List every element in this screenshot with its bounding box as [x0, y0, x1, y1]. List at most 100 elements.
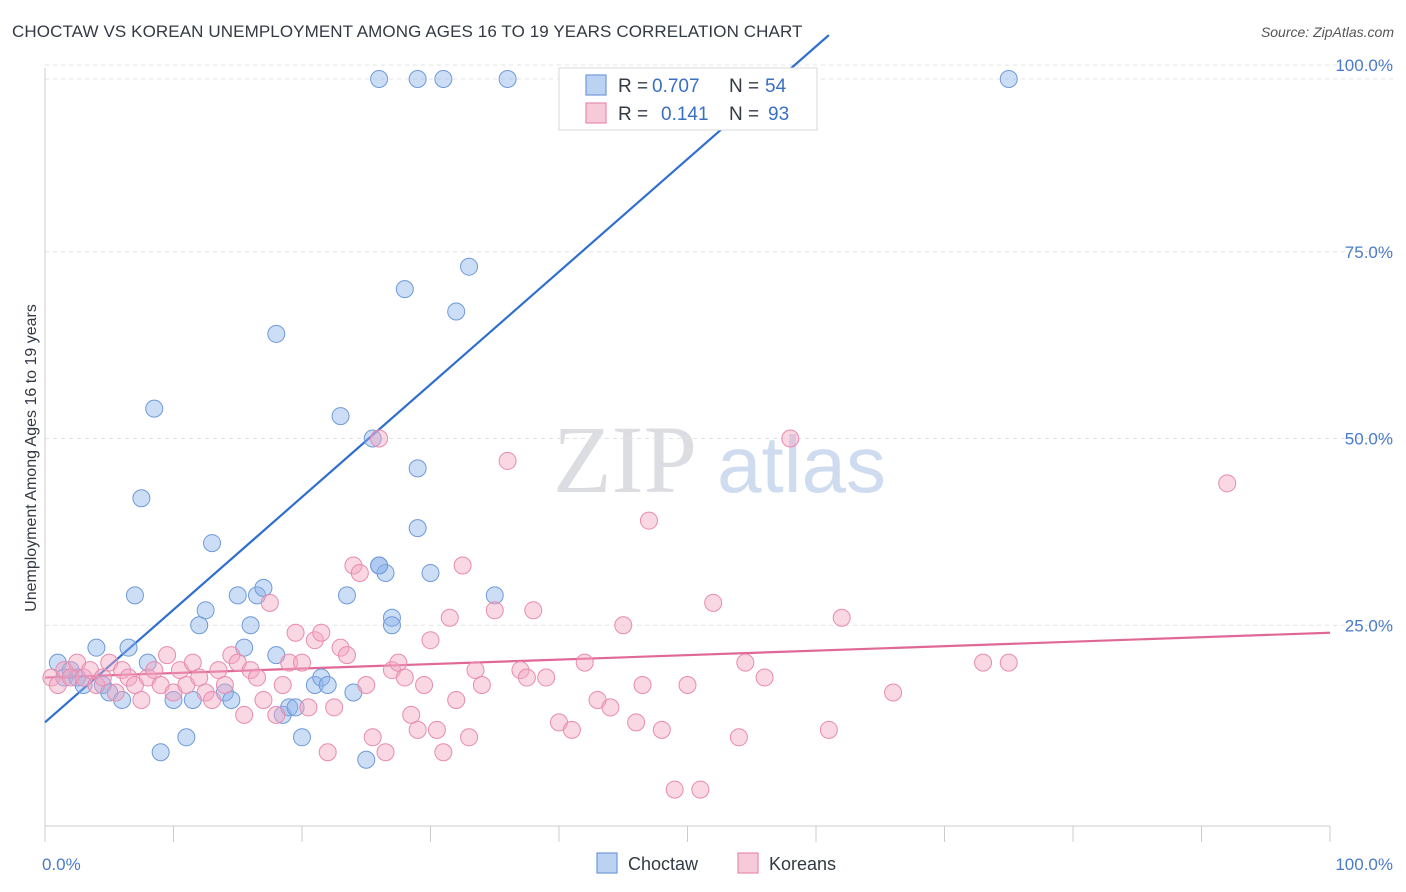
koreans-point-7 [87, 676, 106, 695]
choctaw-point-37 [331, 407, 350, 426]
choctaw-point-5 [87, 638, 106, 657]
choctaw-point-51 [370, 556, 389, 575]
koreans-point-75 [562, 720, 581, 739]
choctaw-point-38 [337, 586, 356, 605]
koreans-point-86 [691, 780, 710, 799]
y-tick-label-2: 75.0% [1345, 243, 1393, 262]
legend-n-value-choctaw: 54 [765, 76, 787, 97]
koreans-point-70 [511, 661, 530, 680]
choctaw-point-52 [382, 616, 401, 635]
koreans-point-58 [415, 676, 434, 695]
choctaw-point-14 [151, 743, 170, 762]
koreans-point-8 [93, 668, 112, 687]
koreans-point-62 [440, 608, 459, 627]
koreans-point-60 [427, 720, 446, 739]
axes [44, 68, 1331, 842]
koreans-point-96 [999, 653, 1018, 672]
koreans-point-32 [248, 668, 267, 687]
koreans-point-30 [235, 705, 254, 724]
koreans-point-35 [267, 705, 286, 724]
koreans-point-81 [633, 676, 652, 695]
grid-lines [45, 64, 1395, 626]
legend-r-value-koreans: 0.141 [661, 104, 709, 125]
bottom-legend-label-choctaw: Choctaw [628, 854, 699, 874]
koreans-point-11 [113, 661, 132, 680]
choctaw-point-11 [138, 653, 157, 672]
choctaw-point-12 [145, 399, 164, 418]
koreans-point-46 [337, 646, 356, 665]
koreans-point-68 [485, 601, 504, 620]
y-axis-label: Unemployment Among Ages 16 to 19 years [23, 304, 40, 612]
choctaw-point-58 [999, 70, 1018, 88]
koreans-point-23 [190, 668, 209, 687]
koreans-point-49 [357, 676, 376, 695]
choctaw-point-57 [498, 70, 517, 88]
choctaw-point-54 [370, 70, 389, 88]
koreans-point-24 [196, 683, 215, 702]
choctaw-point-30 [267, 324, 286, 343]
trend-lines [44, 34, 1331, 724]
choctaw-point-34 [305, 676, 324, 695]
choctaw-point-15 [164, 690, 183, 709]
koreans-point-64 [453, 556, 472, 575]
choctaw-point-27 [254, 578, 273, 597]
choctaw-point-45 [395, 280, 414, 299]
koreans-point-78 [601, 698, 620, 717]
koreans-point-44 [325, 698, 344, 717]
x-tick-label-0: 0.0% [42, 855, 81, 874]
koreans-point-82 [639, 511, 658, 530]
koreans-point-43 [318, 743, 337, 762]
choctaw-point-53 [421, 563, 440, 582]
koreans-point-34 [260, 593, 279, 612]
choctaw-point-19 [196, 601, 215, 620]
legend-box: R = 0.707 N = 54 R = 0.141 N = 93 [558, 67, 818, 131]
koreans-point-61 [434, 743, 453, 762]
koreans-point-48 [350, 563, 369, 582]
koreans-point-27 [215, 676, 234, 695]
koreans-point-84 [665, 780, 684, 799]
choctaw-point-1 [55, 668, 74, 687]
choctaw-trend-line [44, 34, 830, 724]
koreans-point-92 [819, 720, 838, 739]
choctaw-point-50 [485, 586, 504, 605]
choctaw-point-55 [408, 70, 427, 88]
y-tick-label-0: 25.0% [1345, 616, 1393, 635]
chart-title: CHOCTAW VS KOREAN UNEMPLOYMENT AMONG AGE… [12, 22, 803, 41]
choctaw-point-40 [357, 750, 376, 769]
choctaw-point-22 [222, 690, 241, 709]
choctaw-point-18 [190, 616, 209, 635]
bottom-legend-swatch-choctaw [596, 852, 618, 874]
koreans-point-14 [132, 690, 151, 709]
koreans-point-80 [627, 713, 646, 732]
koreans-point-56 [402, 705, 421, 724]
watermark-atlas: atlas [717, 420, 886, 509]
bottom-legend-label-koreans: Koreans [769, 854, 836, 874]
koreans-point-54 [389, 653, 408, 672]
koreans-point-28 [222, 646, 241, 665]
choctaw-point-36 [318, 676, 337, 695]
koreans-point-65 [460, 728, 479, 747]
koreans-point-59 [421, 631, 440, 650]
data-points [42, 70, 1237, 799]
choctaw-point-33 [293, 728, 311, 747]
choctaw-point-8 [113, 690, 132, 709]
koreans-point-95 [974, 653, 993, 672]
koreans-point-91 [781, 429, 800, 448]
choctaw-point-32 [286, 698, 305, 717]
koreans-point-57 [408, 720, 427, 739]
koreans-point-55 [395, 668, 414, 687]
choctaw-point-23 [228, 586, 247, 605]
choctaw-point-44 [382, 608, 401, 627]
koreans-point-51 [370, 429, 389, 448]
koreans-point-33 [254, 690, 273, 709]
choctaw-point-49 [460, 257, 479, 276]
bottom-legend-swatch-koreans [737, 852, 759, 874]
koreans-point-66 [466, 661, 485, 680]
koreans-point-67 [472, 676, 491, 695]
y-tick-label-1: 50.0% [1345, 430, 1393, 449]
koreans-point-3 [61, 668, 80, 687]
koreans-point-69 [498, 451, 517, 470]
koreans-point-88 [729, 728, 748, 747]
x-tick-label-1: 100.0% [1335, 855, 1393, 874]
